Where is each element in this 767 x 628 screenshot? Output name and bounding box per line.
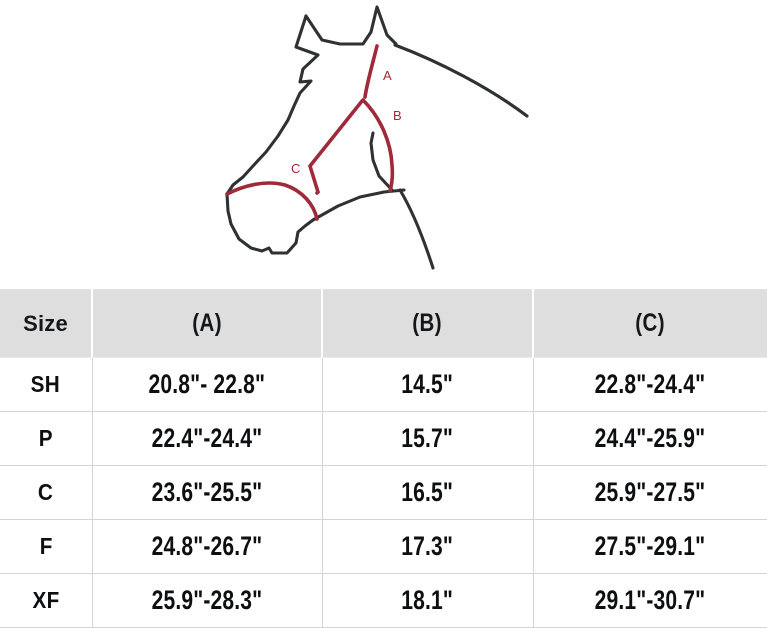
cell-c: 24.4"-25.9" [533, 411, 767, 466]
column-header-b: (B) [322, 289, 534, 358]
cell-b: 15.7" [322, 411, 534, 466]
column-header-c-label: (C) [635, 309, 666, 337]
column-header-size-label: Size [23, 310, 68, 336]
cell-b: 16.5" [322, 465, 534, 520]
diagram-label-c: C [291, 161, 300, 176]
column-header-c: (C) [533, 289, 767, 358]
cell-b: 17.3" [322, 519, 534, 574]
cell-size: SH [0, 357, 93, 412]
measurement-cheek-piece [307, 99, 364, 195]
cell-c-value: 24.4"-25.9" [594, 423, 706, 453]
measurement-line-a [363, 44, 379, 99]
cell-size: C [0, 465, 93, 520]
cell-a-value: 24.8"-26.7" [151, 531, 263, 561]
table-row: F 24.8"-26.7" 17.3" 27.5"-29.1" [0, 519, 767, 574]
measurement-line-b [361, 98, 395, 193]
diagram-label-a: A [383, 68, 392, 83]
cell-size-value: C [38, 479, 54, 505]
cell-size-value: F [39, 533, 53, 559]
size-chart-table: Size (A) (B) (C) SH 20.8"- 22.8" 14.5" 2… [0, 289, 767, 628]
column-header-b-label: (B) [412, 309, 443, 337]
horse-jaw-line [311, 188, 406, 222]
horse-neck-line [398, 188, 435, 270]
horse-head-diagram: A B C [0, 0, 767, 289]
horse-cheek-curve [369, 131, 394, 192]
cell-b: 14.5" [322, 357, 534, 412]
cell-b: 18.1" [322, 573, 534, 628]
cell-b-value: 15.7" [401, 423, 454, 453]
cell-c-value: 25.9"-27.5" [594, 477, 706, 507]
cell-b-value: 14.5" [401, 369, 454, 399]
table-row: SH 20.8"- 22.8" 14.5" 22.8"-24.4" [0, 357, 767, 412]
cell-a: 20.8"- 22.8" [92, 357, 323, 412]
horse-head-illustration: A B C [225, 5, 529, 270]
cell-c: 22.8"-24.4" [533, 357, 767, 412]
measurement-line-c [225, 181, 319, 221]
cell-a-value: 22.4"-24.4" [151, 423, 263, 453]
horse-head-outline-path [225, 5, 398, 255]
cell-b-value: 16.5" [401, 477, 454, 507]
cell-a-value: 20.8"- 22.8" [148, 369, 266, 399]
column-header-a-label: (A) [192, 309, 222, 337]
cell-c-value: 27.5"-29.1" [594, 531, 706, 561]
cell-size: P [0, 411, 93, 466]
cell-c-value: 29.1"-30.7" [594, 585, 706, 615]
cell-c: 29.1"-30.7" [533, 573, 767, 628]
horse-crest-line [393, 43, 529, 118]
cell-a-value: 23.6"-25.5" [151, 477, 263, 507]
cell-a: 25.9"-28.3" [92, 573, 323, 628]
cell-size: F [0, 519, 93, 574]
column-header-a: (A) [92, 289, 323, 358]
cell-b-value: 17.3" [401, 531, 454, 561]
cell-b-value: 18.1" [401, 585, 454, 615]
cell-a: 23.6"-25.5" [92, 465, 323, 520]
cell-size-value: P [38, 425, 53, 451]
cell-a: 22.4"-24.4" [92, 411, 323, 466]
table-row: C 23.6"-25.5" 16.5" 25.9"-27.5" [0, 465, 767, 520]
column-header-size: Size [0, 289, 93, 358]
cell-a-value: 25.9"-28.3" [151, 585, 263, 615]
cell-size: XF [0, 573, 93, 628]
cell-size-value: SH [31, 371, 61, 397]
cell-c-value: 22.8"-24.4" [594, 369, 706, 399]
cell-c: 27.5"-29.1" [533, 519, 767, 574]
cell-size-value: XF [32, 587, 60, 613]
cell-a: 24.8"-26.7" [92, 519, 323, 574]
table-row: XF 25.9"-28.3" 18.1" 29.1"-30.7" [0, 573, 767, 628]
diagram-label-b: B [393, 108, 402, 123]
cell-c: 25.9"-27.5" [533, 465, 767, 520]
table-row: P 22.4"-24.4" 15.7" 24.4"-25.9" [0, 411, 767, 466]
table-header-row: Size (A) (B) (C) [0, 289, 767, 358]
